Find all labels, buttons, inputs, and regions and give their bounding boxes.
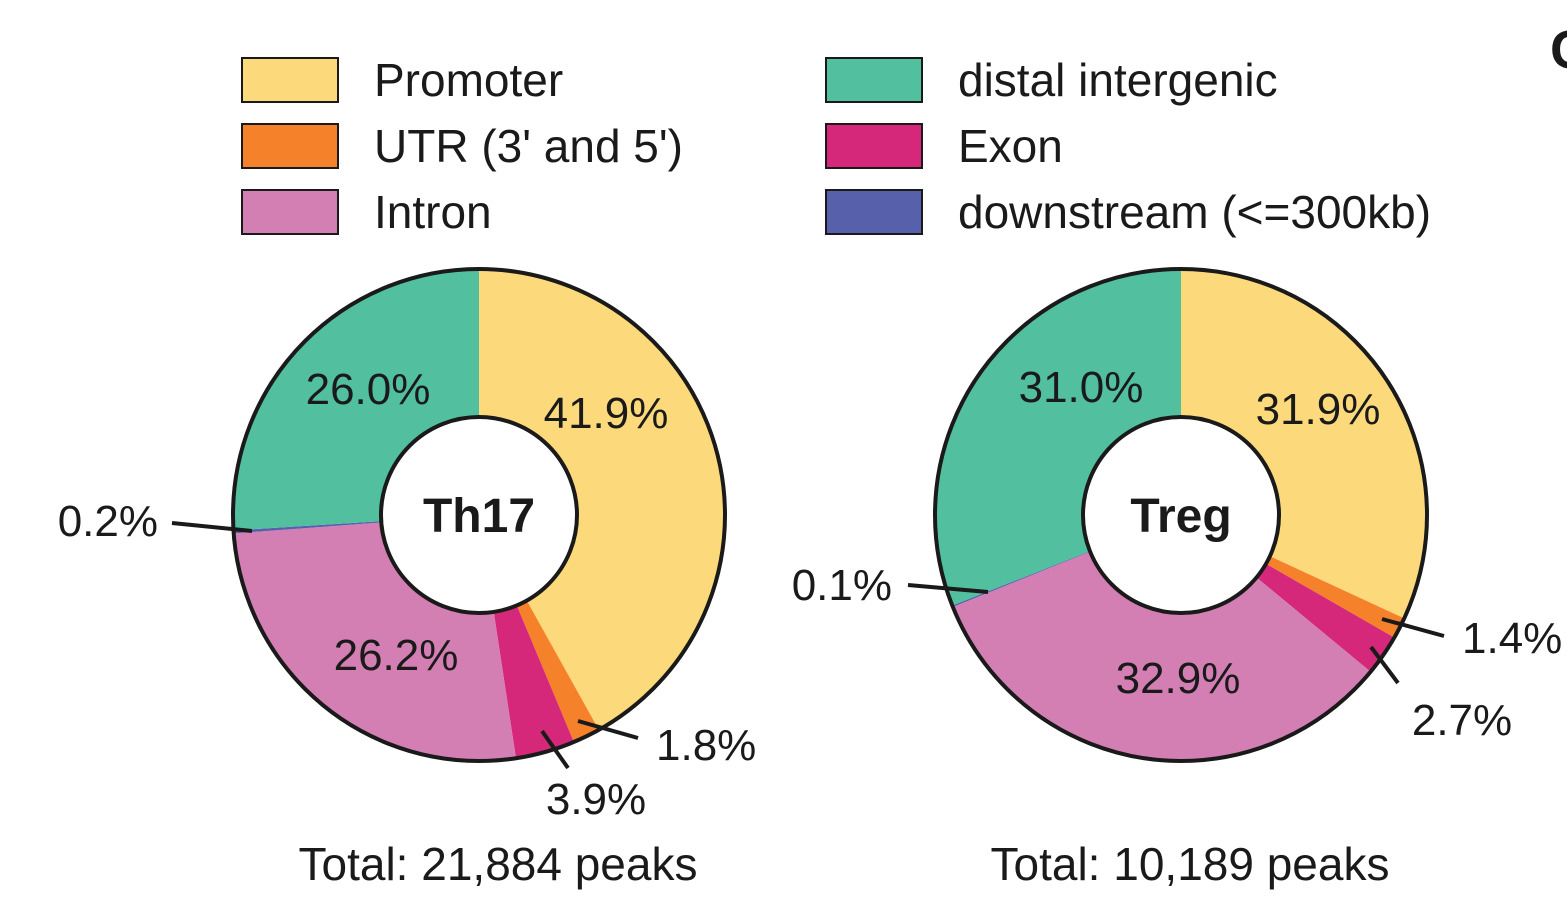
legend-label: Exon bbox=[958, 120, 1063, 172]
slice-label-downstream-300kb: 0.1% bbox=[792, 561, 892, 610]
legend-swatch bbox=[241, 57, 339, 103]
slice-promoter bbox=[479, 269, 725, 730]
legend-label: Promoter bbox=[374, 54, 563, 106]
legend-swatch bbox=[825, 57, 923, 103]
legend-item-promoter: Promoter bbox=[241, 54, 563, 106]
panel-letter: C bbox=[1550, 20, 1567, 80]
donut-hole bbox=[379, 415, 579, 615]
donut-treg: Treg 31.9% 1.4% 2.7% 32.9% 0.1% 31.0% Total: 10… bbox=[792, 267, 1562, 890]
slice-label-exon: 2.7% bbox=[1412, 696, 1512, 745]
legend-label: Intron bbox=[374, 186, 492, 238]
center-label: Treg bbox=[1130, 490, 1231, 543]
legend-item-downstream-300kb: downstream (<=300kb) bbox=[825, 186, 1431, 238]
donut-outline bbox=[231, 267, 727, 763]
legend: Promoter UTR (3' and 5') Intron distal inte… bbox=[241, 54, 1431, 238]
slice-label-promoter: 31.9% bbox=[1256, 385, 1381, 434]
leader-line bbox=[540, 729, 570, 770]
legend-swatch bbox=[241, 189, 339, 235]
legend-label: downstream (<=300kb) bbox=[958, 186, 1431, 238]
slice-label-distal-intergenic: 31.0% bbox=[1019, 363, 1144, 412]
leader-line bbox=[907, 583, 989, 594]
center-label: Th17 bbox=[423, 490, 535, 543]
donut-charts: Th17 41.9% 1.8%3.9% 26.2% 0.2% 26.0% Total: 21… bbox=[58, 267, 1562, 890]
slice-label-promoter: 41.9% bbox=[544, 389, 669, 438]
leader-line bbox=[1381, 617, 1445, 638]
slice-label-exon: 3.9% bbox=[546, 775, 646, 824]
slice-label-intron: 26.2% bbox=[334, 631, 459, 680]
legend-item-exon: Exon bbox=[825, 120, 1063, 172]
legend-item-intron: Intron bbox=[241, 186, 492, 238]
legend-swatch bbox=[825, 123, 923, 169]
donut-outline bbox=[933, 267, 1429, 763]
total-peaks-label: Total: 10,189 peaks bbox=[991, 838, 1390, 890]
slice-label-downstream-300kb: 0.2% bbox=[58, 497, 158, 546]
slice-label-intron: 32.9% bbox=[1116, 654, 1241, 703]
slice-label-distal-intergenic: 26.0% bbox=[306, 365, 431, 414]
slice-intron bbox=[952, 515, 1371, 761]
total-peaks-label: Total: 21,884 peaks bbox=[299, 838, 698, 890]
legend-label: UTR (3' and 5') bbox=[374, 120, 683, 172]
leader-line bbox=[577, 719, 639, 740]
slice-label-utr-3-and-5: 1.4% bbox=[1462, 614, 1562, 663]
donut-hole bbox=[1081, 415, 1281, 615]
leader-line bbox=[1369, 645, 1400, 685]
donut-th17: Th17 41.9% 1.8%3.9% 26.2% 0.2% 26.0% Total: 21… bbox=[58, 267, 756, 890]
legend-label: distal intergenic bbox=[958, 54, 1278, 106]
legend-swatch bbox=[241, 123, 339, 169]
legend-swatch bbox=[825, 189, 923, 235]
legend-item-distal-intergenic: distal intergenic bbox=[825, 54, 1278, 106]
slice-label-utr-3-and-5: 1.8% bbox=[656, 721, 756, 770]
legend-item-utr-3-and-5: UTR (3' and 5') bbox=[241, 120, 683, 172]
leader-line bbox=[171, 521, 253, 533]
